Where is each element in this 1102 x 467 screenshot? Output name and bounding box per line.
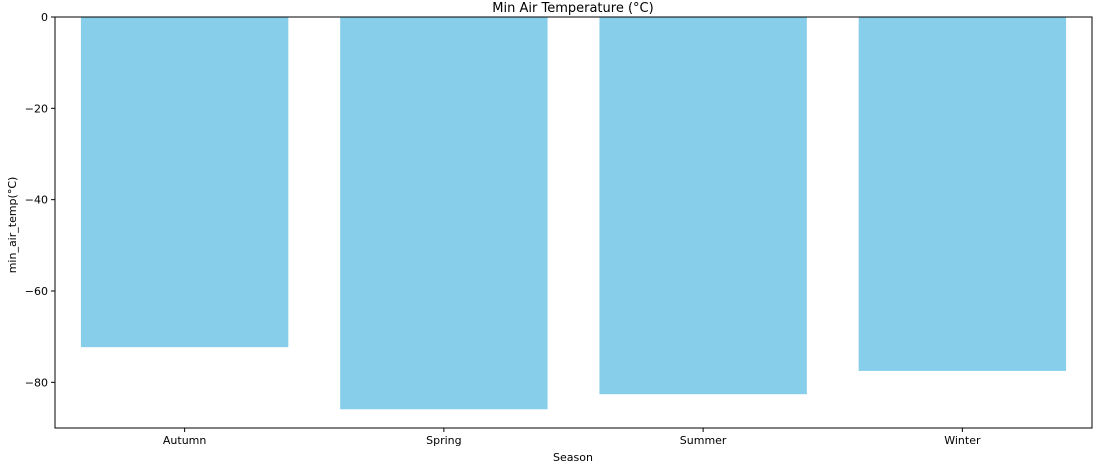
x-tick-label-summer: Summer [680, 434, 727, 447]
x-axis: Autumn Spring Summer Winter [163, 428, 981, 447]
bars-layer [80, 17, 1067, 410]
bar-autumn [80, 17, 289, 348]
x-axis-label: Season [553, 451, 593, 464]
y-tick-label-40: −40 [25, 194, 48, 207]
bar-spring [340, 17, 548, 410]
y-axis: 0 −20 −40 −60 −80 [25, 11, 55, 389]
y-tick-label-60: −60 [25, 285, 48, 298]
plot-frame [54, 16, 1093, 429]
y-tick-label-20: −20 [25, 102, 48, 115]
chart-title: Min Air Temperature (°C) [492, 1, 653, 16]
x-tick-label-winter: Winter [944, 434, 981, 447]
y-axis-label: min_air_temp(°C) [6, 177, 19, 274]
bar-winter [858, 17, 1067, 371]
bar-summer [599, 17, 807, 395]
y-tick-label-0: 0 [41, 11, 48, 24]
x-tick-label-autumn: Autumn [163, 434, 206, 447]
x-tick-label-spring: Spring [426, 434, 462, 447]
y-tick-label-80: −80 [25, 376, 48, 389]
